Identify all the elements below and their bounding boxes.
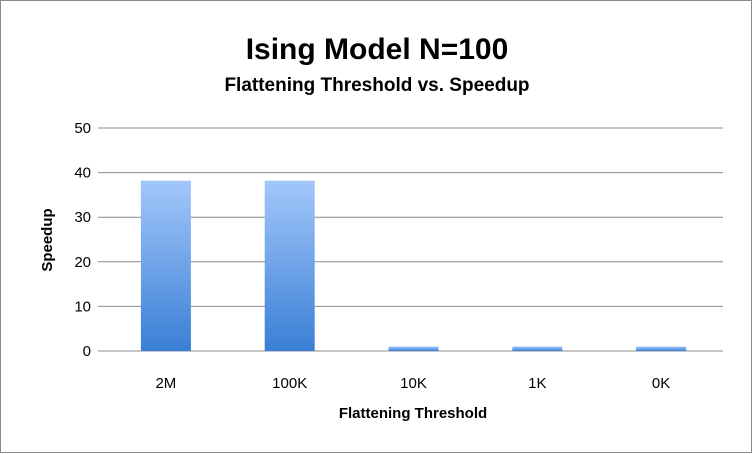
x-tick-label: 2M bbox=[155, 375, 176, 392]
bar-1k bbox=[512, 346, 563, 351]
x-axis-title: Flattening Threshold bbox=[339, 405, 487, 422]
gridlines bbox=[98, 127, 723, 352]
y-tick-label: 20 bbox=[74, 254, 91, 271]
bar-0k bbox=[636, 346, 687, 351]
y-axis-title: Speedup bbox=[39, 208, 56, 271]
x-axis-ticks: 2M 100K 10K 1K 0K bbox=[155, 375, 670, 392]
y-tick-label: 40 bbox=[74, 165, 91, 182]
chart-title: Ising Model N=100 bbox=[246, 33, 509, 66]
bar-100k bbox=[264, 180, 315, 351]
x-tick-label: 1K bbox=[528, 375, 546, 392]
bar-10k bbox=[388, 346, 439, 351]
x-tick-label: 10K bbox=[400, 375, 427, 392]
y-axis-ticks: 0 10 20 30 40 50 bbox=[74, 120, 91, 360]
bars bbox=[140, 180, 687, 351]
y-tick-label: 10 bbox=[74, 298, 91, 315]
y-tick-label: 0 bbox=[83, 343, 91, 360]
bar-2m bbox=[140, 180, 191, 351]
x-tick-label: 0K bbox=[652, 375, 670, 392]
chart-subtitle: Flattening Threshold vs. Speedup bbox=[224, 75, 529, 96]
x-tick-label: 100K bbox=[272, 375, 307, 392]
y-tick-label: 50 bbox=[74, 120, 91, 137]
y-tick-label: 30 bbox=[74, 209, 91, 226]
